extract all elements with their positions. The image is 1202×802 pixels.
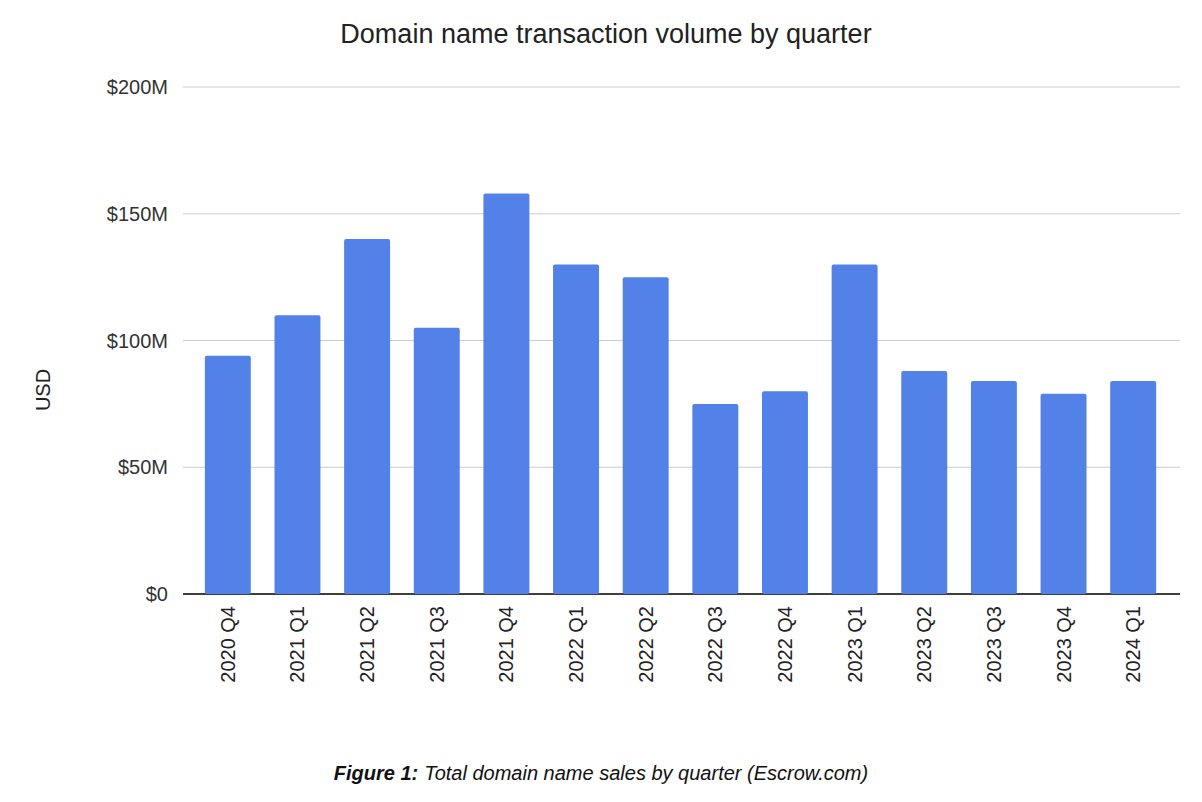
bar <box>1110 381 1156 594</box>
x-tick-label: 2020 Q4 <box>217 606 239 683</box>
x-tick-label: 2022 Q3 <box>704 606 726 683</box>
grid-line <box>183 593 1180 595</box>
bar <box>692 404 738 594</box>
x-tick-label: 2023 Q4 <box>1053 606 1075 683</box>
title: Domain name transaction volume by quarte… <box>340 19 871 49</box>
grid-line <box>183 467 1180 468</box>
chart: Domain name transaction volume by quarte… <box>0 0 1202 802</box>
bars <box>205 193 1156 594</box>
bar <box>762 391 808 594</box>
x-tick-label: 2021 Q2 <box>356 606 378 683</box>
bar <box>344 239 390 594</box>
bar <box>483 193 529 594</box>
x-tick-label: 2023 Q2 <box>913 606 935 683</box>
bar <box>205 356 251 594</box>
caption-label: Figure 1: <box>334 762 418 784</box>
x-tick-label: 2024 Q1 <box>1122 606 1144 683</box>
x-tick-label: 2021 Q4 <box>495 606 517 683</box>
bar <box>274 315 320 594</box>
x-tick-label: 2021 Q3 <box>426 606 448 683</box>
x-tick-label: 2023 Q3 <box>983 606 1005 683</box>
x-tick-label: 2022 Q4 <box>774 606 796 683</box>
grid-line <box>183 213 1180 214</box>
grid <box>183 87 1180 594</box>
bar <box>901 371 947 594</box>
x-tick-label: 2022 Q1 <box>565 606 587 683</box>
bar <box>971 381 1017 594</box>
y-tick-label: $200M <box>107 76 168 98</box>
grid-line <box>183 87 1180 88</box>
grid-line <box>183 340 1180 341</box>
y-axis-label: USD <box>32 369 54 411</box>
x-tick-label: 2023 Q1 <box>844 606 866 683</box>
x-axis-line <box>183 593 1180 595</box>
y-tick-label: $0 <box>146 583 168 605</box>
y-tick-label: $100M <box>107 330 168 352</box>
bar <box>623 277 669 594</box>
y-tick-label: $50M <box>118 456 168 478</box>
y-tick-label: $150M <box>107 203 168 225</box>
bar <box>553 264 599 594</box>
bar <box>832 264 878 594</box>
x-tick-label: 2021 Q1 <box>286 606 308 683</box>
bar <box>1041 394 1087 594</box>
caption: Figure 1: Total domain name sales by quar… <box>334 762 868 784</box>
caption-text: Total domain name sales by quarter (Escr… <box>424 762 868 784</box>
x-tick-label: 2022 Q2 <box>635 606 657 683</box>
bar <box>414 328 460 594</box>
